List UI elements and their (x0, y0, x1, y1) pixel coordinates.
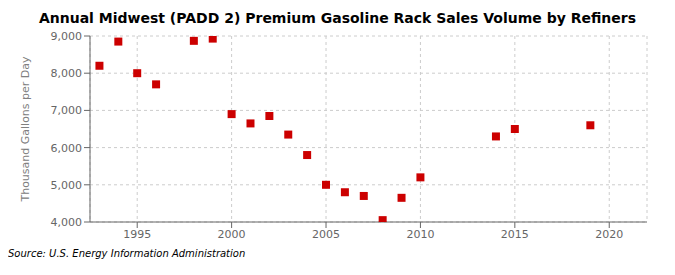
svg-text:9,000: 9,000 (51, 30, 83, 43)
svg-text:4,000: 4,000 (51, 216, 83, 229)
html-text:Annual Midwest (PADD 2) Premiu: Annual Midwest (PADD 2) Premium Gasoline… (38, 10, 636, 26)
svg-text:2010: 2010 (406, 228, 434, 241)
svg-text:2015: 2015 (501, 228, 529, 241)
svg-text:6,000: 6,000 (51, 142, 83, 155)
svg-text:Thousand Gallons per Day: Thousand Gallons per Day (19, 56, 32, 203)
svg-text:2000: 2000 (218, 228, 246, 241)
svg-text:2005: 2005 (312, 228, 340, 241)
svg-text:7,000: 7,000 (51, 104, 83, 117)
html-text:Source: U.S. Energy Informatio: Source: U.S. Energy Information Administ… (8, 248, 246, 259)
svg-text:2020: 2020 (595, 228, 623, 241)
svg-text:1995: 1995 (123, 228, 151, 241)
svg-text:5,000: 5,000 (51, 179, 83, 192)
svg-text:8,000: 8,000 (51, 67, 83, 80)
